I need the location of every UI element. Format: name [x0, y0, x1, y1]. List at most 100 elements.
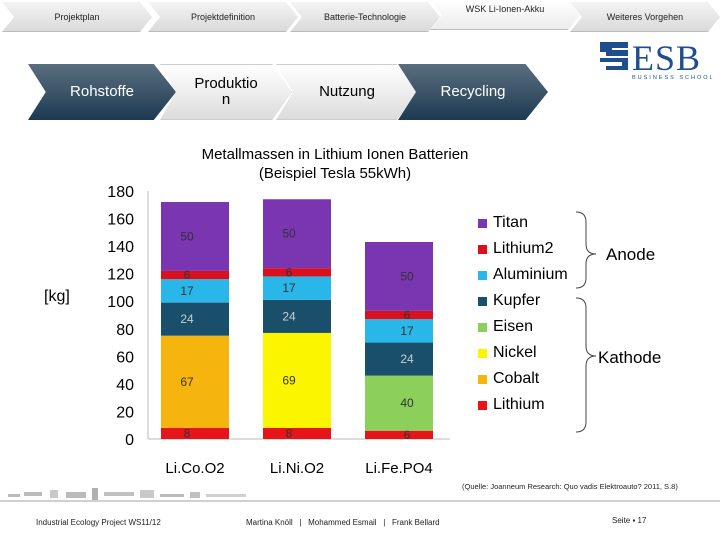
footer-authors: Martina Knöll | Mohammed Esmail | Frank … [246, 518, 440, 527]
data-label: 6 [286, 265, 293, 279]
tab-projektdefinition[interactable]: Projektdefinition [148, 2, 298, 32]
y-tick-label: 0 [125, 432, 134, 449]
data-label: 6 [404, 428, 411, 442]
y-tick-label: 100 [107, 294, 134, 311]
top-navigation: Projektplan Projektdefinition Batterie-T… [0, 0, 720, 34]
data-label: 8 [286, 426, 293, 440]
flow-step-label: Rohstoffe [70, 83, 134, 100]
legend-swatch [478, 244, 487, 254]
data-label: 24 [282, 309, 296, 323]
legend-swatch [478, 374, 487, 384]
legend-item-eisen: Eisen [478, 314, 568, 340]
bar-segment-aluminium [365, 319, 433, 343]
legend-label: Kupfer [493, 292, 541, 309]
y-tick-label: 160 [107, 212, 134, 229]
tab-label: Weiteres Vorgehen [606, 12, 684, 22]
bar-segment-aluminium [263, 276, 331, 300]
data-label: 17 [400, 324, 414, 338]
tab-wsk-li-ionen-akku[interactable]: WSK Li-Ionen-Akku [430, 0, 580, 30]
bar-segment-titan [161, 202, 229, 271]
legend-item-cobalt: Cobalt [478, 366, 568, 392]
legend-label: Aluminium [493, 266, 568, 283]
legend-item-aluminium: Aluminium [478, 262, 568, 288]
y-tick-label: 20 [116, 404, 134, 421]
chart-title-line-1: Metallmassen in Lithium Ionen Batterien [201, 146, 469, 163]
legend-item-kupfer: Kupfer [478, 288, 568, 314]
y-tick-label: 120 [107, 267, 134, 284]
data-label: 50 [400, 269, 414, 283]
bar-segment-lithium2 [161, 270, 229, 280]
bar-segment-lithium2 [365, 310, 433, 320]
legend-label: Lithium [493, 396, 545, 413]
x-tick-label: Li.Fe.PO4 [365, 460, 433, 477]
chart-legend: Titan Lithium2 Aluminium Kupfer Eisen Nickel C… [478, 210, 568, 418]
bar-segment-titan [365, 241, 433, 311]
data-label: 24 [180, 312, 194, 326]
legend-swatch [478, 218, 487, 228]
legend-item-titan: Titan [478, 210, 568, 236]
legend-item-lithium2: Lithium2 [478, 236, 568, 262]
logo-wordmark: ESB [632, 38, 702, 78]
data-label: 40 [400, 396, 414, 410]
legend-label: Lithium2 [493, 240, 554, 257]
x-tick-label: Li.Co.O2 [165, 460, 224, 477]
y-tick-label: 60 [116, 349, 134, 366]
tab-projektplan[interactable]: Projektplan [2, 2, 152, 32]
logo-subtitle: BUSINESS SCHOOL [632, 75, 715, 81]
flow-step-nutzung[interactable]: Nutzung [276, 64, 418, 120]
flow-step-label: Nutzung [319, 83, 375, 100]
tab-label: Projektdefinition [190, 12, 256, 22]
bar-segment-lithium [263, 427, 331, 439]
flow-step-recycling[interactable]: Recycling [398, 64, 548, 120]
data-label: 8 [184, 426, 191, 440]
esb-logo-icon [600, 42, 628, 70]
legend-braces [575, 211, 597, 433]
footer-decoration [0, 488, 720, 502]
y-tick-label: 80 [116, 322, 134, 339]
tab-label: WSK Li-Ionen-Akku [465, 4, 545, 14]
data-label: 6 [404, 308, 411, 322]
y-tick-label: 40 [116, 377, 134, 394]
flow-step-label: Recycling [440, 83, 506, 100]
data-label: 6 [184, 268, 191, 282]
bar-segment-lithium2 [263, 268, 331, 277]
bar-segment-kupfer [365, 342, 433, 376]
flow-step-produktion[interactable]: Produktio n [160, 64, 292, 120]
flow-step-label: Produktio n [194, 75, 258, 108]
data-label: 50 [282, 227, 296, 241]
chart-title-line-2: (Beispiel Tesla 55kWh) [258, 165, 412, 182]
bar-segment-titan [263, 199, 331, 269]
stacked-bar-chart: 0 20 40 60 80 100 120 140 160 180 8 67 24 17 6 50 Li.Co.… [107, 184, 450, 477]
footer-project: Industrial Ecology Project WS11/12 [36, 518, 161, 527]
tab-batterie-technologie[interactable]: Batterie-Technologie [290, 2, 440, 32]
y-tick-label: 140 [107, 239, 134, 256]
bar-segment-nickel [263, 332, 331, 428]
y-tick-label: 180 [107, 184, 134, 201]
kathode-label: Kathode [598, 348, 662, 367]
data-label: 67 [180, 375, 194, 389]
data-label: 50 [180, 229, 194, 243]
bar-segment-kupfer [263, 299, 331, 333]
legend-swatch [478, 296, 487, 306]
bar-segment-eisen [365, 375, 433, 431]
legend-swatch [478, 322, 487, 332]
footer-page-number: Seite ▪ 17 [612, 516, 647, 525]
data-label: 17 [180, 284, 194, 298]
tab-weiteres-vorgehen[interactable]: Weiteres Vorgehen [570, 2, 720, 32]
legend-label: Eisen [493, 318, 534, 335]
source-note: (Quelle: Joanneum Research: Quo vadis El… [462, 482, 678, 491]
legend-swatch [478, 270, 487, 280]
tab-label: Projektplan [54, 12, 100, 22]
data-label: 24 [400, 352, 414, 366]
anode-label: Anode [606, 245, 656, 264]
x-tick-label: Li.Ni.O2 [270, 460, 324, 477]
data-label: 17 [282, 281, 296, 295]
flow-step-rohstoffe[interactable]: Rohstoffe [28, 64, 176, 120]
legend-item-lithium: Lithium [478, 392, 568, 418]
data-label: 69 [282, 373, 296, 387]
bar-segment-lithium [365, 430, 433, 439]
tab-label: Batterie-Technologie [323, 12, 407, 22]
legend-label: Cobalt [493, 370, 540, 387]
y-axis-unit: [kg] [44, 288, 70, 305]
legend-swatch [478, 400, 487, 410]
